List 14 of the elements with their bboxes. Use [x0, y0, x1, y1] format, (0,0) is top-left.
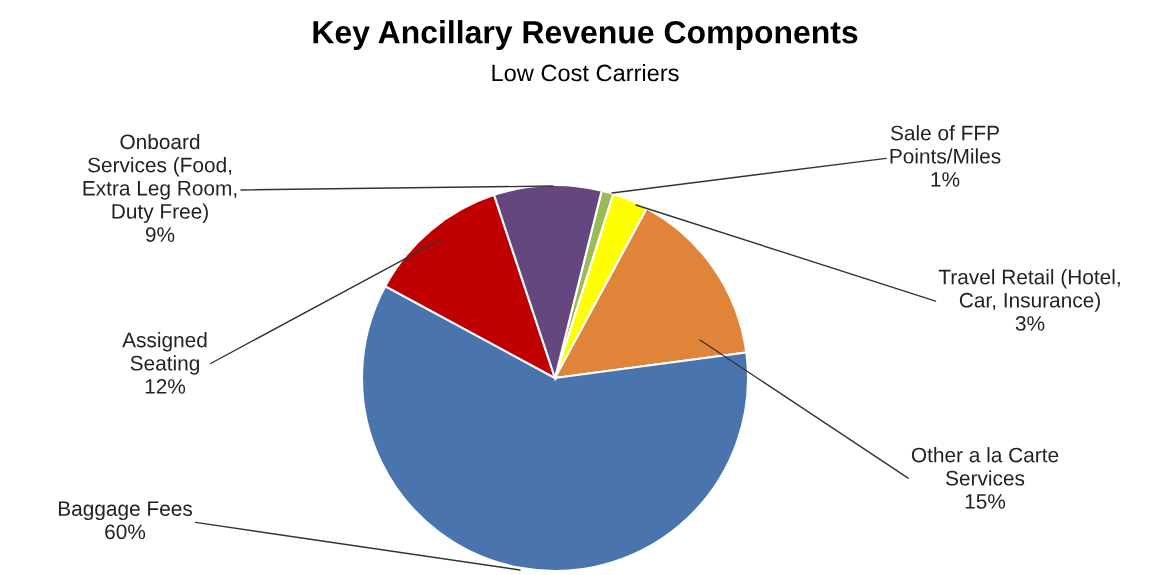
data-label: 15%	[965, 494, 1006, 509]
slice-label: Onboard Services (Food, Extra Leg Room, Duty Free)	[83, 133, 237, 223]
slice-label: Sale of FFP Points/Miles	[890, 125, 1001, 164]
data-label: 60%	[105, 524, 146, 540]
slice-label: Baggage Fees	[58, 501, 193, 521]
slice-label: Assigned Seating	[122, 332, 207, 375]
data-label: 9%	[145, 227, 175, 242]
slice-label: Other a la Carte Services	[911, 447, 1059, 486]
chart-title: Key Ancillary Revenue Components	[313, 20, 858, 50]
data-label: 3%	[1015, 316, 1045, 331]
chart-subtitle: Low Cost Carriers	[492, 64, 679, 82]
data-label: 1%	[931, 172, 960, 187]
slice-label: Travel Retail (Hotel, Car, Insurance)	[938, 269, 1120, 312]
data-label: 12%	[145, 379, 186, 394]
